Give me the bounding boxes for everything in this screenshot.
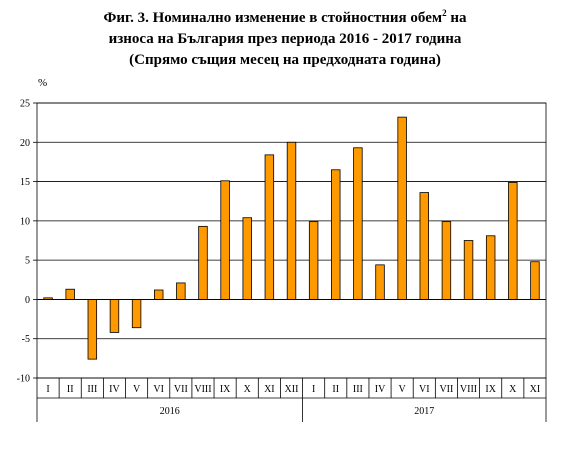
- bar: [353, 147, 363, 300]
- x-tick-label: X: [244, 384, 252, 395]
- chart-title: Фиг. 3. Номинално изменение в стойностни…: [0, 8, 570, 71]
- x-tick-label: XI: [264, 384, 275, 395]
- axes: [36, 102, 547, 379]
- x-tick-label: IX: [485, 384, 496, 395]
- x-tick-label: III: [87, 384, 97, 395]
- x-tick-label: V: [133, 384, 141, 395]
- x-tick-label: I: [312, 384, 315, 395]
- x-tick-label: V: [399, 384, 407, 395]
- bar: [109, 299, 120, 333]
- y-tick-label: 0: [25, 295, 30, 306]
- x-tick-label: IV: [375, 384, 386, 395]
- bar: [154, 289, 164, 300]
- group-label: 2017: [414, 406, 434, 417]
- x-tick-label: IX: [220, 384, 231, 395]
- bar: [198, 225, 208, 300]
- title-line-1: Фиг. 3. Номинално изменение в стойностни…: [103, 8, 467, 27]
- bar: [176, 282, 186, 300]
- footnote-marker: 2: [442, 8, 447, 18]
- y-tick-label: 25: [20, 99, 30, 110]
- bar: [308, 221, 319, 300]
- x-tick-label: X: [509, 384, 517, 395]
- bar: [87, 299, 98, 360]
- x-axis-year-groups: 2016 2017: [36, 398, 547, 422]
- bar: [530, 261, 540, 300]
- bar: [264, 154, 275, 300]
- bar: [65, 288, 75, 300]
- x-tick-label: VI: [153, 384, 164, 395]
- x-axis-categories: I II III IV V VI VII VIII IX X XI XII I II III IV V VI VII…: [36, 378, 547, 399]
- y-tick-label: -5: [22, 334, 30, 345]
- bar: [286, 141, 297, 300]
- x-tick-label: VI: [419, 384, 430, 395]
- title-line-2: износа на България през периода 2016 - 2…: [108, 31, 462, 47]
- bar: [131, 299, 142, 329]
- x-tick-label: XII: [285, 384, 299, 395]
- y-tick-label: 10: [20, 216, 30, 227]
- bar: [220, 180, 230, 300]
- x-tick-label: II: [332, 384, 339, 395]
- bar: [419, 192, 429, 300]
- y-axis-ticks: -10 -5 0 5 10 15 20 25: [17, 99, 37, 385]
- y-tick-label: 15: [20, 177, 30, 188]
- bar: [441, 221, 452, 300]
- group-label: 2016: [160, 406, 180, 417]
- bar: [463, 240, 474, 300]
- plot-frame: [36, 102, 547, 379]
- x-tick-label: VIII: [194, 384, 211, 395]
- x-tick-label: II: [67, 384, 74, 395]
- y-tick-label: 20: [20, 138, 30, 149]
- x-tick-label: VII: [439, 384, 453, 395]
- x-tick-label: I: [46, 384, 49, 395]
- bar: [375, 264, 385, 300]
- y-axis-unit: %: [38, 77, 47, 89]
- y-tick-label: -10: [17, 374, 30, 385]
- bar: [508, 181, 518, 300]
- bar: [242, 217, 252, 300]
- x-tick-label: III: [353, 384, 363, 395]
- bars: [43, 116, 540, 360]
- x-tick-label: IV: [109, 384, 120, 395]
- y-tick-label: 5: [25, 256, 30, 267]
- bar: [485, 235, 496, 300]
- title-line-3: (Спрямо същия месец на предходната годин…: [129, 52, 441, 68]
- x-tick-label: VIII: [460, 384, 477, 395]
- bar: [331, 169, 341, 300]
- x-tick-label: VII: [174, 384, 188, 395]
- x-tick-label: XI: [530, 384, 541, 395]
- bar: [397, 116, 407, 300]
